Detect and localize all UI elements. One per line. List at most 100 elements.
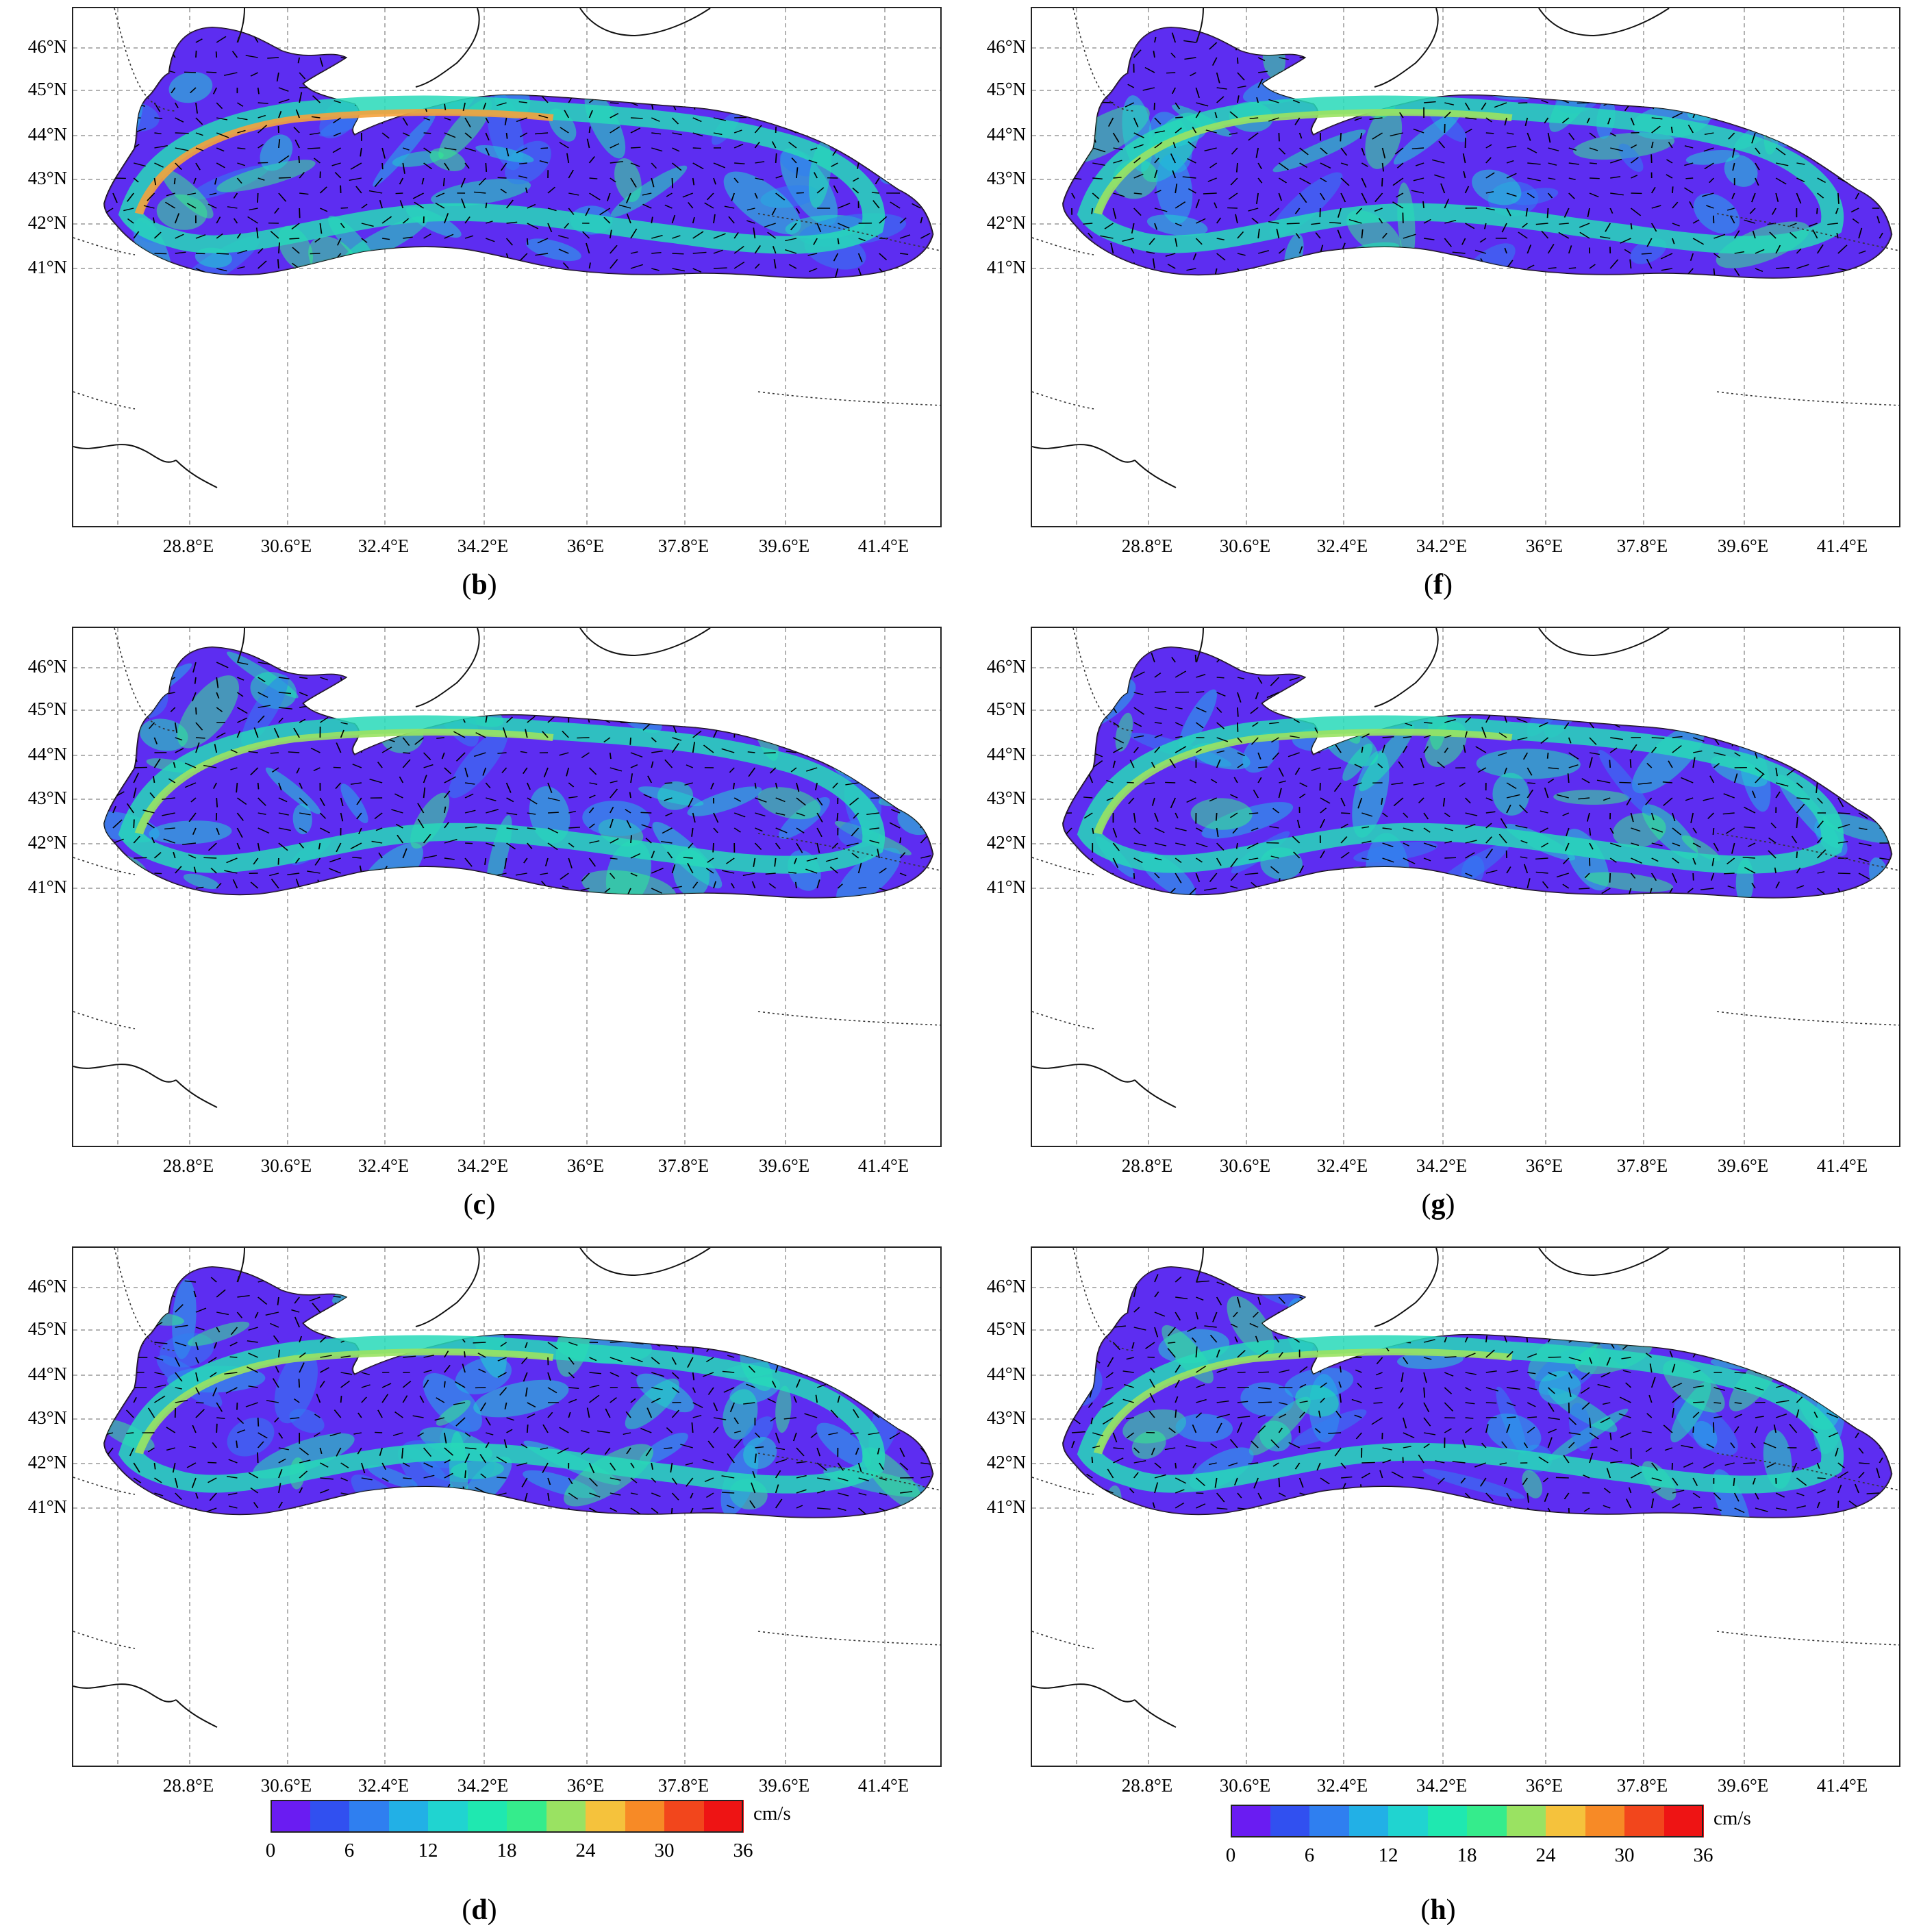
velocity-arrow [1403,1446,1411,1448]
velocity-arrow [1485,836,1493,844]
country-border [757,1453,940,1491]
velocity-arrow [1320,1382,1328,1388]
velocity-arrow [497,1372,507,1378]
velocity-arrow [858,49,870,58]
velocity-arrow [1464,1296,1468,1303]
velocity-arrow [812,1305,818,1313]
velocity-arrow [1444,812,1451,818]
velocity-arrow [568,1325,579,1328]
velocity-arrow [1548,1417,1560,1420]
velocity-arrow [1104,223,1114,229]
velocity-arrow [146,72,155,75]
velocity-arrow [831,842,839,849]
velocity-arrow [1414,42,1424,49]
velocity-arrow [152,1306,155,1313]
velocity-arrow [208,1461,217,1464]
velocity-arrow [1692,757,1696,768]
velocity-arrow [1527,192,1535,199]
velocity-arrow [1485,172,1495,179]
velocity-arrow [1196,1398,1207,1403]
velocity-arrow [1666,174,1673,179]
velocity-arrow [506,1417,515,1421]
velocity-arrow [1589,677,1603,679]
velocity-arrow [1817,871,1825,874]
velocity-arrow [816,57,824,64]
velocity-arrow [1568,659,1578,663]
velocity-arrow [1600,79,1611,88]
velocity-arrow [269,873,279,877]
velocity-arrow [444,234,454,239]
velocity-arrow [784,249,797,254]
country-border [1032,857,1094,875]
velocity-arrow [1485,1507,1495,1515]
velocity-arrow [361,1320,368,1328]
velocity-arrow [1630,812,1634,823]
velocity-arrow [547,186,556,194]
velocity-arrow [153,1477,162,1483]
velocity-arrow [319,1381,325,1388]
velocity-arrow [1189,779,1196,783]
speed-patch [1850,698,1892,762]
velocity-arrow [1353,1501,1362,1509]
velocity-arrow [1527,878,1531,889]
velocity-arrow [361,1396,368,1403]
speed-patch [601,55,620,90]
velocity-arrow [1270,866,1280,874]
velocity-arrow [295,109,301,118]
velocity-arrow [920,102,925,112]
velocity-arrow [879,868,887,874]
velocity-arrow [1071,766,1080,768]
speed-patch [1775,1322,1844,1345]
velocity-arrow [1817,1294,1831,1298]
velocity-arrow [319,80,329,88]
velocity-arrow [1837,57,1845,61]
velocity-arrow [1562,857,1570,864]
speed-patch [367,1465,418,1489]
velocity-arrow [1827,1355,1839,1358]
velocity-arrow [1703,147,1714,152]
caption-letter: f [1433,569,1443,601]
velocity-arrow [1564,842,1570,851]
velocity-arrow [208,1477,217,1483]
velocity-arrow [721,748,735,753]
velocity-arrow [454,1381,466,1388]
velocity-arrow [174,1507,178,1516]
velocity-arrow [1320,42,1329,46]
velocity-arrow [1640,1342,1652,1346]
map-canvas [73,628,940,1146]
velocity-arrow [434,1417,445,1421]
velocity-arrow [733,102,745,109]
velocity-arrow [1816,697,1823,708]
velocity-arrow [645,1447,653,1457]
velocity-arrow [112,102,124,105]
velocity-arrow [423,36,430,43]
velocity-arrow [610,1397,617,1403]
lat-label: 43°N [27,1407,67,1428]
velocity-arrow [401,1281,404,1292]
velocity-arrow [1506,1387,1520,1390]
velocity-arrow [216,233,223,239]
velocity-arrow [1353,782,1362,786]
velocity-arrow [754,110,765,118]
velocity-arrow [1837,192,1840,204]
velocity-arrow [272,1378,279,1388]
velocity-arrow [733,1430,742,1433]
velocity-arrow [1258,1401,1272,1403]
velocity-arrow [1578,1281,1590,1288]
velocity-arrow [1692,673,1707,678]
velocity-arrow [1403,1357,1409,1364]
speed-patch [1346,55,1378,83]
velocity-arrow [1858,147,1862,155]
velocity-arrow [671,1357,677,1365]
velocity-arrow [112,1357,120,1361]
velocity-arrow [129,1447,135,1457]
velocity-arrow [1175,873,1182,883]
velocity-arrow [1630,873,1636,879]
velocity-arrow [610,788,618,799]
velocity-arrow [796,1336,802,1343]
velocity-arrow [1624,249,1632,254]
velocity-arrow [1692,1296,1700,1305]
velocity-arrow [1063,873,1072,875]
velocity-arrow [733,782,736,790]
low-speed-layer [104,647,933,898]
